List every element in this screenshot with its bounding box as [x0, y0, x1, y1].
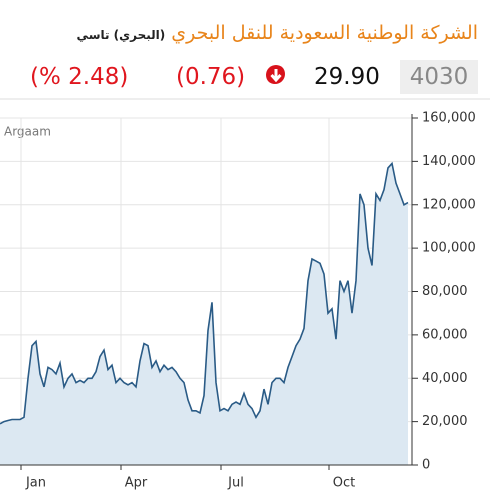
y-tick-label: 160,000 [422, 111, 476, 126]
credit: Argaam [4, 125, 51, 139]
x-tick-label: Oct [333, 476, 355, 491]
header: الشركة الوطنية السعودية للنقل البحري (الب… [0, 0, 490, 100]
change: (0.76) [176, 64, 246, 90]
y-tick-label: 140,000 [422, 154, 476, 169]
y-tick-label: 100,000 [422, 241, 476, 256]
y-tick-label: 60,000 [422, 327, 468, 342]
x-tick-label: Apr [125, 476, 148, 491]
y-tick-label: 0 [422, 458, 430, 473]
x-tick-label: Jan [25, 476, 46, 491]
company-name: الشركة الوطنية السعودية للنقل البحري [171, 22, 478, 44]
symbol: 4030 [400, 60, 478, 94]
y-tick-label: 120,000 [422, 197, 476, 212]
down-icon [266, 65, 285, 84]
y-tick-label: 40,000 [422, 371, 468, 386]
price: 29.90 [314, 64, 380, 90]
line [0, 161, 409, 425]
chart: Argaam 0 20,000 40,000 60,000 80,000 100,000 1… [0, 98, 490, 491]
y-tick-label: 20,000 [422, 414, 468, 429]
change-percent: (% 2.48) [30, 64, 129, 90]
area [0, 163, 408, 465]
y-tick-label: 80,000 [422, 284, 468, 299]
x-tick-label: Jul [227, 476, 244, 491]
title-row: الشركة الوطنية السعودية للنقل البحري (الب… [77, 22, 478, 44]
market: (البحري) تاسي [76, 28, 166, 42]
